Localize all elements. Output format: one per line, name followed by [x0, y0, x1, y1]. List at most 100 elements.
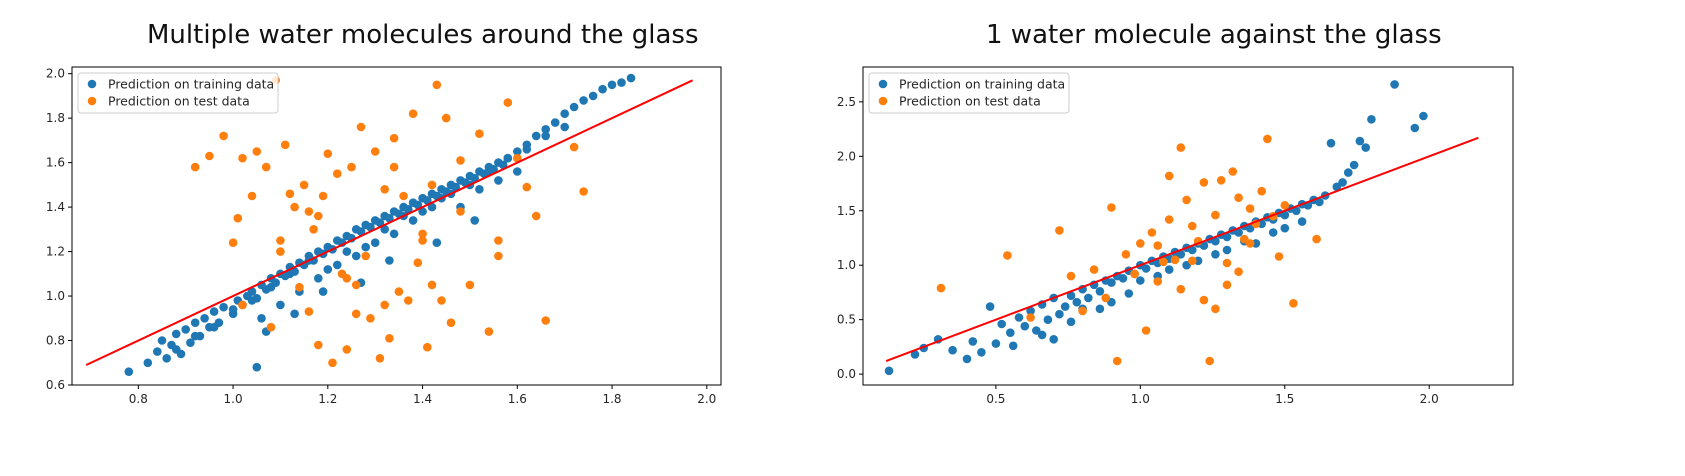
data-point-training	[1280, 223, 1290, 233]
data-point-training	[1055, 309, 1064, 319]
data-point-test	[1176, 143, 1186, 152]
data-point-test	[1211, 210, 1220, 220]
legend-left: Prediction on training data Prediction on…	[77, 72, 279, 114]
x-tick-label: 0.5	[986, 392, 1005, 406]
x-tick-label: 2.0	[697, 392, 716, 406]
data-point-test	[432, 80, 442, 90]
data-point-test	[456, 156, 465, 165]
x-tick-label: 0.8	[129, 392, 148, 406]
data-point-training	[1020, 321, 1030, 331]
data-point-training	[541, 125, 550, 134]
data-point-training	[910, 350, 920, 359]
data-point-test	[1263, 134, 1272, 144]
data-point-test	[1188, 221, 1197, 231]
data-point-test	[1055, 226, 1064, 235]
data-point-test	[228, 238, 238, 247]
data-point-training	[1084, 293, 1093, 303]
data-point-training	[884, 366, 894, 376]
data-point-training	[143, 358, 153, 368]
data-point-training	[1164, 265, 1174, 274]
data-point-test	[290, 202, 299, 212]
legend-label-test: Prediction on test data	[899, 94, 1041, 109]
data-point-test	[1107, 203, 1116, 212]
data-point-test	[351, 280, 361, 290]
data-point-test	[456, 207, 465, 216]
data-point-training	[314, 274, 323, 283]
legend-box	[77, 72, 279, 114]
data-point-test	[494, 236, 503, 245]
x-tick-label: 1.8	[602, 392, 621, 406]
data-point-test	[418, 236, 427, 245]
data-point-training	[997, 319, 1006, 329]
data-point-training	[598, 84, 607, 94]
data-point-test	[1274, 252, 1284, 261]
data-point-test	[266, 322, 276, 332]
data-point-test	[1182, 195, 1191, 205]
data-point-training	[985, 302, 995, 311]
data-point-training	[1008, 341, 1018, 351]
x-tick-label: 1.0	[1131, 392, 1150, 406]
data-point-training	[181, 325, 190, 334]
data-point-test	[1280, 201, 1290, 210]
axes-frame-right	[862, 66, 1514, 386]
x-tick-label: 1.5	[1275, 392, 1294, 406]
data-point-training	[1188, 245, 1197, 255]
data-point-training	[1026, 306, 1035, 316]
data-point-test	[247, 191, 257, 201]
data-point-test	[351, 309, 361, 319]
data-point-test	[465, 280, 475, 290]
y-tick-label: 1.0	[46, 289, 65, 303]
data-point-test	[1153, 241, 1162, 250]
data-point-test	[1211, 304, 1220, 314]
data-point-test	[375, 354, 385, 363]
data-point-training	[1326, 138, 1336, 148]
data-point-training	[475, 185, 484, 194]
data-point-training	[209, 322, 219, 332]
x-tick-label: 1.0	[224, 392, 243, 406]
chart-right: 0.5 1.0 1.5 2.0 0.0 0.5 1.0 1.5 2.0 2.5 Prediction…	[837, 66, 1514, 406]
data-point-training	[569, 102, 579, 112]
data-point-test	[1136, 239, 1145, 248]
series-test-left	[190, 76, 588, 368]
data-point-training	[1410, 123, 1420, 133]
data-point-training	[1136, 276, 1145, 285]
data-point-training	[1367, 115, 1376, 124]
data-point-test	[233, 213, 243, 223]
data-point-test	[318, 191, 328, 201]
data-point-training	[626, 73, 636, 83]
data-point-test	[1234, 193, 1243, 202]
data-point-test	[1199, 178, 1209, 187]
data-point-test	[394, 287, 404, 296]
data-point-training	[356, 227, 366, 236]
data-point-training	[1280, 210, 1290, 220]
data-point-training	[977, 348, 986, 357]
data-point-training	[290, 309, 299, 319]
data-point-test	[441, 113, 451, 123]
y-tick-label: 2.5	[837, 95, 856, 109]
data-point-training	[404, 205, 413, 214]
chart-title-left: Multiple water molecules around the glas…	[147, 20, 699, 50]
data-point-training	[385, 256, 394, 265]
data-point-training	[513, 147, 522, 156]
data-point-training	[1043, 315, 1053, 325]
data-point-test	[261, 162, 271, 172]
y-tick-label: 1.5	[837, 204, 856, 218]
legend-label-test: Prediction on test data	[108, 94, 250, 109]
data-point-training	[1072, 297, 1082, 307]
legend-marker-training	[87, 79, 97, 89]
x-tick-label: 2.0	[1420, 392, 1439, 406]
data-point-training	[190, 331, 200, 341]
x-tick-label: 1.2	[318, 392, 337, 406]
y-tick-label: 1.4	[46, 200, 65, 214]
data-point-training	[228, 305, 238, 314]
data-point-training	[385, 213, 394, 223]
data-point-training	[285, 269, 295, 279]
data-point-training	[522, 145, 532, 154]
data-point-test	[389, 133, 399, 143]
data-point-training	[1222, 232, 1232, 242]
data-point-test	[1147, 228, 1157, 237]
chart-title-right: 1 water molecule against the glass	[986, 20, 1442, 50]
data-point-test	[408, 109, 418, 118]
data-point-training	[1292, 206, 1301, 216]
